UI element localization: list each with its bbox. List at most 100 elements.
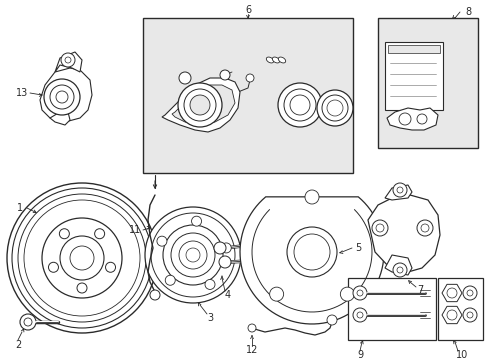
Bar — [142, 18, 352, 173]
Circle shape — [316, 90, 352, 126]
Circle shape — [326, 315, 336, 325]
Text: 8: 8 — [464, 7, 470, 17]
Circle shape — [321, 95, 347, 121]
Polygon shape — [367, 195, 439, 272]
Circle shape — [61, 53, 75, 67]
Circle shape — [163, 225, 223, 285]
Ellipse shape — [272, 57, 279, 63]
Circle shape — [462, 308, 476, 322]
Circle shape — [462, 286, 476, 300]
Text: 11: 11 — [129, 225, 141, 235]
Text: 3: 3 — [206, 313, 213, 323]
Circle shape — [416, 220, 432, 236]
Circle shape — [70, 246, 94, 270]
Circle shape — [392, 263, 406, 277]
Circle shape — [466, 290, 472, 296]
Circle shape — [42, 218, 122, 298]
Polygon shape — [50, 112, 70, 125]
Ellipse shape — [278, 57, 285, 63]
Circle shape — [165, 275, 175, 285]
Circle shape — [446, 288, 456, 298]
Circle shape — [284, 89, 315, 121]
Circle shape — [178, 83, 222, 127]
Circle shape — [179, 241, 206, 269]
Circle shape — [420, 224, 428, 232]
Circle shape — [305, 190, 318, 204]
Circle shape — [293, 234, 329, 270]
Circle shape — [18, 194, 146, 322]
Text: 9: 9 — [356, 350, 362, 360]
Circle shape — [214, 242, 225, 254]
Polygon shape — [441, 306, 461, 324]
Circle shape — [24, 200, 140, 316]
Text: 13: 13 — [16, 88, 28, 98]
Circle shape — [59, 229, 69, 239]
Circle shape — [190, 95, 209, 115]
Circle shape — [105, 262, 115, 272]
Circle shape — [145, 207, 241, 303]
Circle shape — [398, 113, 410, 125]
Bar — [437, 278, 482, 340]
Circle shape — [340, 287, 354, 301]
Circle shape — [24, 318, 32, 326]
Circle shape — [12, 188, 152, 328]
Circle shape — [157, 236, 166, 246]
Circle shape — [247, 324, 256, 332]
Circle shape — [220, 70, 229, 80]
Circle shape — [375, 224, 383, 232]
Circle shape — [371, 220, 387, 236]
Circle shape — [50, 85, 74, 109]
Circle shape — [60, 236, 104, 280]
Circle shape — [356, 312, 362, 318]
Ellipse shape — [266, 57, 273, 63]
Text: 6: 6 — [244, 5, 250, 15]
Circle shape — [65, 57, 71, 63]
Circle shape — [191, 216, 201, 226]
Bar — [377, 18, 477, 148]
Circle shape — [221, 243, 231, 253]
Circle shape — [352, 286, 366, 300]
Circle shape — [183, 89, 216, 121]
Polygon shape — [55, 52, 82, 72]
Circle shape — [20, 314, 36, 330]
Circle shape — [396, 267, 402, 273]
Circle shape — [245, 74, 253, 82]
Circle shape — [446, 310, 456, 320]
Polygon shape — [384, 255, 411, 275]
Text: 5: 5 — [354, 243, 360, 253]
Circle shape — [352, 308, 366, 322]
Bar — [387, 45, 439, 53]
Polygon shape — [441, 284, 461, 302]
Text: 2: 2 — [15, 340, 21, 350]
Circle shape — [204, 279, 215, 289]
Text: 4: 4 — [224, 290, 231, 300]
Circle shape — [278, 83, 321, 127]
Text: 7: 7 — [416, 285, 422, 295]
Text: 1: 1 — [17, 203, 23, 213]
Circle shape — [179, 72, 191, 84]
Circle shape — [392, 183, 406, 197]
Circle shape — [396, 187, 402, 193]
Bar — [347, 278, 435, 340]
Text: 10: 10 — [455, 350, 467, 360]
Circle shape — [7, 183, 157, 333]
Circle shape — [326, 100, 342, 116]
Circle shape — [48, 262, 59, 272]
Circle shape — [56, 91, 68, 103]
Circle shape — [416, 114, 426, 124]
Circle shape — [289, 95, 309, 115]
Circle shape — [269, 287, 283, 301]
Circle shape — [151, 213, 235, 297]
Circle shape — [356, 290, 362, 296]
Circle shape — [44, 79, 80, 115]
Polygon shape — [172, 85, 235, 125]
Polygon shape — [240, 197, 383, 324]
Polygon shape — [162, 78, 240, 132]
Circle shape — [77, 283, 87, 293]
Circle shape — [466, 312, 472, 318]
Circle shape — [171, 233, 215, 277]
Bar — [384, 42, 442, 110]
Polygon shape — [386, 108, 437, 130]
Circle shape — [95, 229, 104, 239]
Polygon shape — [40, 68, 92, 122]
